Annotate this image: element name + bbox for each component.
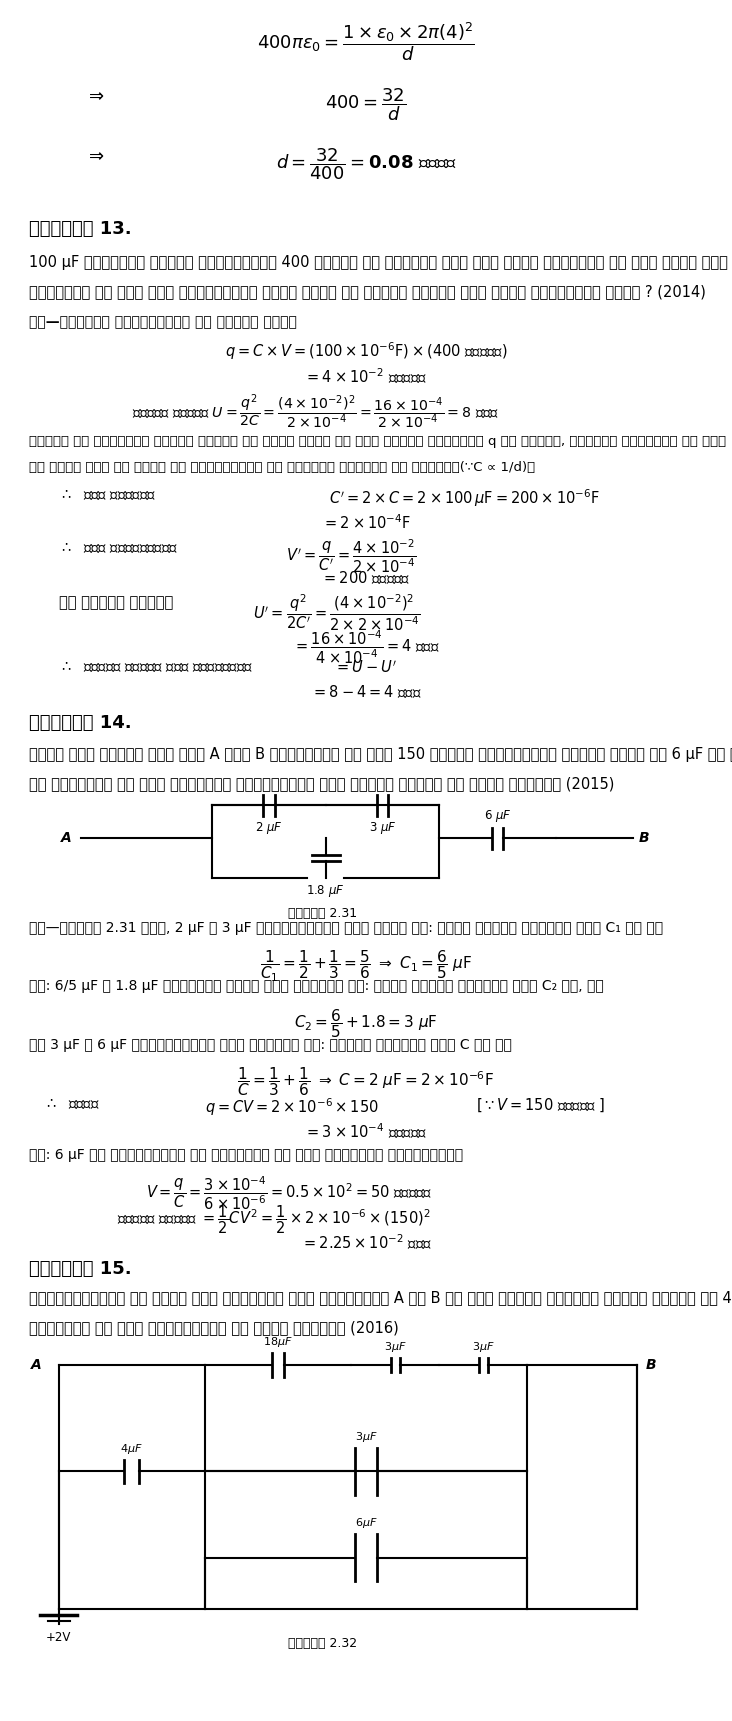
Text: $\therefore$  नयी धारिता: $\therefore$ नयी धारिता bbox=[59, 487, 156, 503]
Text: B: B bbox=[646, 1358, 657, 1372]
Text: $1.8\ \mu F$: $1.8\ \mu F$ bbox=[307, 883, 345, 898]
Text: $\Rightarrow$: $\Rightarrow$ bbox=[86, 86, 105, 103]
Text: प्रश्न 15.: प्रश्न 15. bbox=[29, 1260, 132, 1277]
Text: $6\mu F$: $6\mu F$ bbox=[355, 1516, 377, 1530]
Text: $6\ \mu F$: $6\ \mu F$ bbox=[484, 807, 512, 824]
Text: $400\pi\varepsilon_0 = \dfrac{1\times\varepsilon_0\times 2\pi(4)^2}{d}$: $400\pi\varepsilon_0 = \dfrac{1\times\va… bbox=[257, 21, 475, 64]
Text: $C' = 2\times C = 2\times100\,\mu\text{F} = 200\times10^{-6}\text{F}$: $C' = 2\times C = 2\times100\,\mu\text{F… bbox=[329, 487, 600, 509]
Text: $3\mu F$: $3\mu F$ bbox=[384, 1339, 406, 1354]
Text: की दूरी आधी कर देने पर संधारित्र की धारिता दोगुनी हो जाएगी	(∵C ∝ 1/d)।: की दूरी आधी कर देने पर संधारित्र की धारि… bbox=[29, 461, 535, 475]
Text: संधारित्रों के दिये गये नेटवर्क में बिन्दुओं A और B के बीच तुल्य धारिता ज्ञात की: संधारित्रों के दिये गये नेटवर्क में बिन्… bbox=[29, 1291, 732, 1306]
Text: $4\mu F$: $4\mu F$ bbox=[121, 1442, 143, 1456]
Text: प्रश्न 14.: प्रश्न 14. bbox=[29, 714, 132, 731]
Text: $d = \dfrac{32}{400} = \mathbf{0.08}$ सेमी: $d = \dfrac{32}{400} = \mathbf{0.08}$ से… bbox=[276, 146, 456, 182]
Text: आवेशन के पश्चात् बैटरी हटाने पर आवेश नियत ही बना रहेगा अर्थात् q ही रहेगा, परन्त: आवेशन के पश्चात् बैटरी हटाने पर आवेश निय… bbox=[29, 435, 726, 449]
Text: $\therefore$  आवेश: $\therefore$ आवेश bbox=[44, 1096, 100, 1112]
Text: $\dfrac{1}{C}=\dfrac{1}{3}+\dfrac{1}{6}\ \Rightarrow\ C = 2\ \mu\text{F} = 2\tim: $\dfrac{1}{C}=\dfrac{1}{3}+\dfrac{1}{6}\… bbox=[237, 1065, 495, 1098]
Text: [$\because V = 150\ \text{वोल्ट}$ ]: [$\because V = 150\ \text{वोल्ट}$ ] bbox=[476, 1096, 605, 1113]
Text: हल—आवेशित संधारित्र पर संचित आवेश: हल—आवेशित संधारित्र पर संचित आवेश bbox=[29, 315, 297, 329]
Text: $C_2 = \dfrac{6}{5}+1.8 = 3\ \mu\text{F}$: $C_2 = \dfrac{6}{5}+1.8 = 3\ \mu\text{F}… bbox=[294, 1007, 438, 1039]
Text: $V = \dfrac{q}{C} = \dfrac{3\times10^{-4}}{6\times10^{-6}} = 0.5\times10^{2} = 5: $V = \dfrac{q}{C} = \dfrac{3\times10^{-4… bbox=[146, 1174, 433, 1212]
Text: प्लेटों के बीच विभवान्तर की गणना कीजिए। (2016): प्लेटों के बीच विभवान्तर की गणना कीजिए। … bbox=[29, 1320, 399, 1335]
Text: संचित ऊर्जा $U = \dfrac{q^2}{2C} = \dfrac{(4\times10^{-2})^2}{2\times10^{-4}} = : संचित ऊर्जा $U = \dfrac{q^2}{2C} = \dfra… bbox=[132, 392, 498, 430]
Text: 100 μF समान्तर प्लेट संधारित्र 400 वोल्ट तक आवेशित है। यदि इसके प्लेटों के बीच द: 100 μF समान्तर प्लेट संधारित्र 400 वोल्ट… bbox=[29, 255, 732, 270]
Text: प्लेटों के बीच नया विभवान्तर क्या होगा और संचित ऊर्जा में क्या परिवर्तन होगा ? (: प्लेटों के बीच नया विभवान्तर क्या होगा औ… bbox=[29, 284, 706, 299]
Text: हल—चित्र 2.31 में, 2 μF व 3 μF श्रेणीक्रम में हैं। अत: इनकी तुल्य धारिता यदि C₁ : हल—चित्र 2.31 में, 2 μF व 3 μF श्रेणीक्र… bbox=[29, 921, 663, 935]
Text: अब संचित ऊर्जा: अब संचित ऊर्जा bbox=[59, 595, 173, 611]
Text: $U' = \dfrac{q^2}{2C'} = \dfrac{(4\times10^{-2})^2}{2\times2\times10^{-4}}$: $U' = \dfrac{q^2}{2C'} = \dfrac{(4\times… bbox=[253, 592, 420, 633]
Text: $= 3\times10^{-4}\ \text{कूलॉम}$: $= 3\times10^{-4}\ \text{कूलॉम}$ bbox=[305, 1122, 427, 1141]
Text: $q = CV = 2\times10^{-6}\times150$: $q = CV = 2\times10^{-6}\times150$ bbox=[205, 1096, 379, 1119]
Text: A: A bbox=[61, 831, 71, 845]
Text: $\Rightarrow$: $\Rightarrow$ bbox=[86, 146, 105, 163]
Text: $\therefore$  नया विभवान्तर: $\therefore$ नया विभवान्तर bbox=[59, 540, 178, 556]
Text: $= 2\times10^{-4}\text{F}$: $= 2\times10^{-4}\text{F}$ bbox=[321, 513, 411, 532]
Text: +2V: +2V bbox=[46, 1632, 71, 1644]
Text: $= 200\ \text{वोल्ट}$: $= 200\ \text{वोल्ट}$ bbox=[321, 570, 411, 587]
Text: संचित ऊर्जा $= \dfrac{1}{2}CV^2 = \dfrac{1}{2}\times2\times10^{-6}\times(150)^2$: संचित ऊर्जा $= \dfrac{1}{2}CV^2 = \dfrac… bbox=[117, 1203, 430, 1236]
Text: चित्र 2.32: चित्र 2.32 bbox=[288, 1637, 356, 1650]
Text: $= 2.25\times10^{-2}\ \text{जूल}$: $= 2.25\times10^{-2}\ \text{जूल}$ bbox=[301, 1232, 431, 1251]
Text: प्रश्न 13.: प्रश्न 13. bbox=[29, 220, 132, 237]
Text: B: B bbox=[639, 831, 649, 845]
Text: अत: 6/5 μF व 1.8 μF समान्तर क्रम में होंगे। अत: इनकी तुल्य धारिता यदि C₂ हो, तो: अत: 6/5 μF व 1.8 μF समान्तर क्रम में हों… bbox=[29, 979, 604, 993]
Text: $= 8 - 4 = 4\ \text{जूल}$: $= 8 - 4 = 4\ \text{जूल}$ bbox=[310, 683, 422, 700]
Text: $= 4\times10^{-2}\ \text{कूलॉम}$: $= 4\times10^{-2}\ \text{कूलॉम}$ bbox=[305, 367, 427, 386]
Text: $\dfrac{1}{C_1} = \dfrac{1}{2}+\dfrac{1}{3}=\dfrac{5}{6}\ \Rightarrow\ C_1 = \df: $\dfrac{1}{C_1} = \dfrac{1}{2}+\dfrac{1}… bbox=[260, 948, 472, 984]
Text: $= U - U'$: $= U - U'$ bbox=[335, 659, 397, 676]
Text: अब 3 μF व 6 μF श्रेणीक्रम में होंगे। अत: तुल्य धारिता यदि C हो तब: अब 3 μF व 6 μF श्रेणीक्रम में होंगे। अत:… bbox=[29, 1038, 512, 1052]
Text: A: A bbox=[31, 1358, 42, 1372]
Text: $V' = \dfrac{q}{C'} = \dfrac{4\times10^{-2}}{2\times10^{-4}}$: $V' = \dfrac{q}{C'} = \dfrac{4\times10^{… bbox=[286, 537, 417, 575]
Text: $18\mu F$: $18\mu F$ bbox=[264, 1335, 293, 1349]
Text: $400 = \dfrac{32}{d}$: $400 = \dfrac{32}{d}$ bbox=[325, 86, 407, 122]
Text: $q = C\times V = (100\times10^{-6}\text{F})\times(400\ \text{वोल्ट})$: $q = C\times V = (100\times10^{-6}\text{… bbox=[225, 341, 507, 363]
Text: $3\mu F$: $3\mu F$ bbox=[472, 1339, 494, 1354]
Text: के प्लेटों के बीच उत्पन्न विभवान्तर एवं संचित ऊर्जा की गणना कीजिए। (2015): के प्लेटों के बीच उत्पन्न विभवान्तर एवं … bbox=[29, 776, 615, 792]
Text: दिये गये परिपथ में यदि A तथा B बिन्दुओं के बीच 150 वोल्ट विभवान्तर लगाया जाये तो: दिये गये परिपथ में यदि A तथा B बिन्दुओं … bbox=[29, 747, 732, 762]
Text: चित्र 2.31: चित्र 2.31 bbox=[288, 907, 356, 921]
Text: अत: 6 μF के संधारित्र के प्लेटों के बीच उत्पन्न विभवान्तर: अत: 6 μF के संधारित्र के प्लेटों के बीच … bbox=[29, 1148, 463, 1162]
Text: $= \dfrac{16\times10^{-4}}{4\times10^{-4}} = 4\ \text{जूल}$: $= \dfrac{16\times10^{-4}}{4\times10^{-4… bbox=[293, 628, 439, 666]
Text: $2\ \mu F$: $2\ \mu F$ bbox=[255, 819, 283, 836]
Text: $3\mu F$: $3\mu F$ bbox=[355, 1430, 377, 1444]
Text: $3\ \mu F$: $3\ \mu F$ bbox=[369, 819, 396, 836]
Text: $\therefore$  संचित ऊर्जा में परिवर्तन: $\therefore$ संचित ऊर्जा में परिवर्तन bbox=[59, 659, 253, 675]
